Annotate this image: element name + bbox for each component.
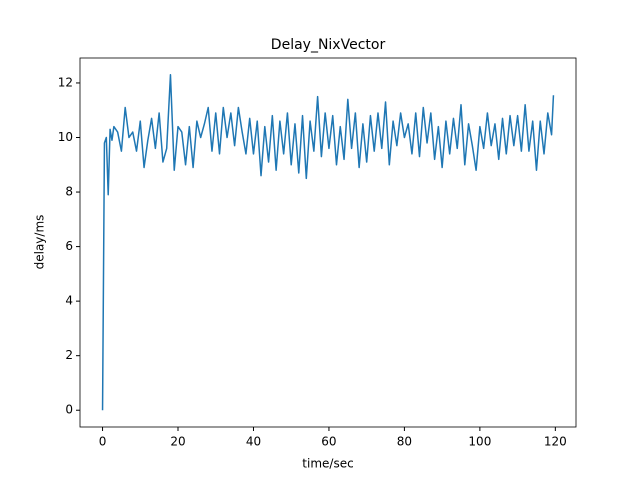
x-tick-label: 0 bbox=[99, 435, 107, 449]
y-tick-label: 2 bbox=[65, 348, 73, 362]
y-tick-label: 4 bbox=[65, 294, 73, 308]
y-tick-label: 10 bbox=[58, 130, 73, 144]
x-tick-label: 40 bbox=[246, 435, 261, 449]
x-tick-label: 80 bbox=[397, 435, 412, 449]
y-tick-label: 0 bbox=[65, 403, 73, 417]
x-tick-label: 120 bbox=[544, 435, 567, 449]
x-tick-label: 100 bbox=[468, 435, 491, 449]
y-axis-label: delay/ms bbox=[33, 215, 47, 270]
chart-title: Delay_NixVector bbox=[271, 37, 386, 53]
plot-frame bbox=[79, 57, 577, 428]
x-tick-label: 20 bbox=[170, 435, 185, 449]
y-tick-label: 6 bbox=[65, 239, 73, 253]
data-line bbox=[101, 74, 555, 411]
y-tick-label: 8 bbox=[65, 185, 73, 199]
x-tick-label: 60 bbox=[321, 435, 336, 449]
x-axis-label: time/sec bbox=[302, 457, 353, 471]
y-tick-label: 12 bbox=[58, 75, 73, 89]
